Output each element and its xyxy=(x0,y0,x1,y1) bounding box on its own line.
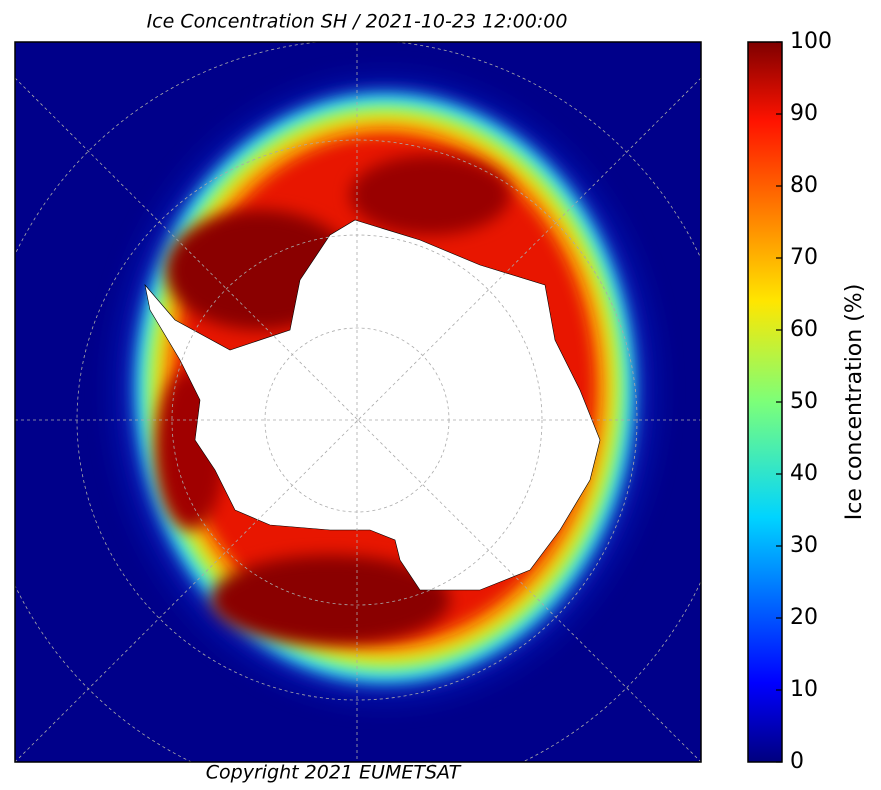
colorbar-tick-label: 90 xyxy=(790,101,818,126)
colorbar-tick-label: 0 xyxy=(790,749,804,774)
colorbar-tick-label: 50 xyxy=(790,389,818,414)
copyright: Copyright 2021 EUMETSAT xyxy=(206,762,462,784)
colorbar-tick-label: 40 xyxy=(790,461,818,486)
colorbar-label: Ice concentration (%) xyxy=(842,284,867,521)
colorbar-tick-label: 30 xyxy=(790,533,818,558)
colorbar-tick-label: 60 xyxy=(790,317,818,342)
map-frame xyxy=(14,41,702,763)
colorbar-tick-label: 100 xyxy=(790,29,832,54)
colorbar-tick-label: 80 xyxy=(790,173,818,198)
colorbar-tick-label: 70 xyxy=(790,245,818,270)
colorbar-tick-label: 10 xyxy=(790,677,818,702)
colorbar-tick-label: 20 xyxy=(790,605,818,630)
map xyxy=(15,42,701,762)
title: Ice Concentration SH / 2021-10-23 12:00:… xyxy=(147,11,568,33)
